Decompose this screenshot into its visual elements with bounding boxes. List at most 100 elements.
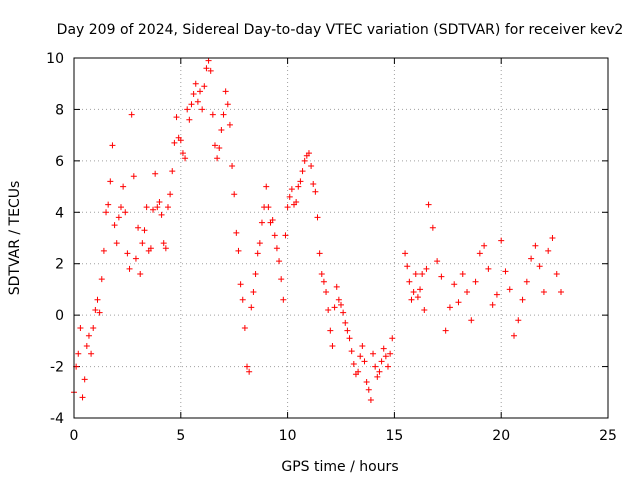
data-point <box>468 317 475 324</box>
data-point <box>128 111 135 118</box>
data-point <box>246 368 253 375</box>
data-point <box>295 183 302 190</box>
data-point <box>288 186 295 193</box>
data-point <box>132 255 139 262</box>
data-point <box>229 163 236 169</box>
data-point <box>167 191 174 198</box>
data-point <box>169 168 176 175</box>
data-point <box>417 286 424 293</box>
data-point <box>301 157 308 164</box>
data-point <box>218 127 225 133</box>
data-point <box>532 242 539 249</box>
data-point <box>75 350 82 357</box>
data-point <box>553 271 560 277</box>
data-point <box>135 224 142 231</box>
data-point <box>237 281 244 288</box>
data-point <box>83 343 90 349</box>
data-point <box>293 199 300 205</box>
data-point <box>451 281 458 288</box>
data-point <box>94 296 101 303</box>
data-point <box>224 101 231 108</box>
data-point <box>156 199 163 205</box>
x-tick-label: 25 <box>599 428 617 444</box>
data-point <box>258 219 265 226</box>
data-point <box>421 307 428 313</box>
data-point <box>314 214 321 221</box>
y-tick-label: -4 <box>50 411 64 427</box>
data-point <box>459 271 466 277</box>
grid-layer <box>74 58 608 418</box>
x-tick-label: 10 <box>279 428 297 444</box>
data-point <box>455 299 462 306</box>
data-point <box>344 327 351 334</box>
data-point <box>269 217 276 223</box>
data-point <box>412 271 419 277</box>
data-point <box>117 204 124 211</box>
data-point <box>103 209 110 216</box>
data-point <box>111 222 118 229</box>
data-point <box>331 304 338 311</box>
data-point <box>384 363 391 370</box>
y-tick-label: 4 <box>55 205 64 221</box>
data-point <box>216 145 223 151</box>
data-point <box>211 142 218 149</box>
data-point <box>338 301 344 308</box>
x-tick-label: 5 <box>176 428 185 444</box>
data-point <box>197 88 204 95</box>
data-point <box>434 258 441 265</box>
data-point <box>363 379 370 385</box>
data-point <box>186 116 193 123</box>
data-point <box>177 137 184 144</box>
data-point <box>325 307 332 313</box>
data-point <box>329 343 336 349</box>
data-point <box>389 335 396 342</box>
ticks-layer: 0 5 10 15 20 25 -4 -2 0 2 4 6 8 10 <box>46 51 617 444</box>
data-point <box>357 353 364 360</box>
x-tick-label: 0 <box>70 428 79 444</box>
data-point <box>515 317 522 324</box>
data-point <box>162 245 169 252</box>
data-point <box>372 363 379 370</box>
data-point <box>410 289 417 295</box>
data-point <box>528 255 535 262</box>
data-point <box>423 265 430 272</box>
data-point <box>446 304 453 311</box>
data-point <box>85 332 92 339</box>
data-point <box>519 296 526 303</box>
data-point <box>120 183 127 190</box>
data-point <box>271 232 278 239</box>
data-point <box>299 168 306 175</box>
data-point <box>233 229 240 236</box>
data-point <box>348 348 355 355</box>
data-point <box>429 224 436 231</box>
data-point <box>241 325 248 331</box>
data-point <box>408 296 415 303</box>
data-point <box>254 250 261 257</box>
y-tick-label: 6 <box>55 154 64 170</box>
data-point <box>222 88 229 95</box>
data-point <box>355 368 362 375</box>
data-point <box>549 235 556 241</box>
data-point <box>130 173 137 180</box>
y-tick-label: 0 <box>55 308 64 324</box>
data-point <box>312 188 319 195</box>
data-point <box>100 247 107 254</box>
data-point <box>506 286 513 293</box>
data-point <box>342 319 349 326</box>
data-point <box>152 170 159 177</box>
data-point <box>122 209 129 216</box>
data-point <box>276 258 283 265</box>
data-point <box>370 350 377 357</box>
data-point <box>387 350 394 357</box>
data-point <box>150 206 157 213</box>
data-point <box>327 327 334 334</box>
x-tick-label: 20 <box>492 428 510 444</box>
data-point <box>79 394 86 401</box>
data-point <box>419 271 426 277</box>
data-point <box>485 265 492 272</box>
data-point <box>284 204 291 211</box>
data-point <box>179 150 186 157</box>
data-point <box>404 263 411 270</box>
y-tick-label: -2 <box>50 360 64 376</box>
